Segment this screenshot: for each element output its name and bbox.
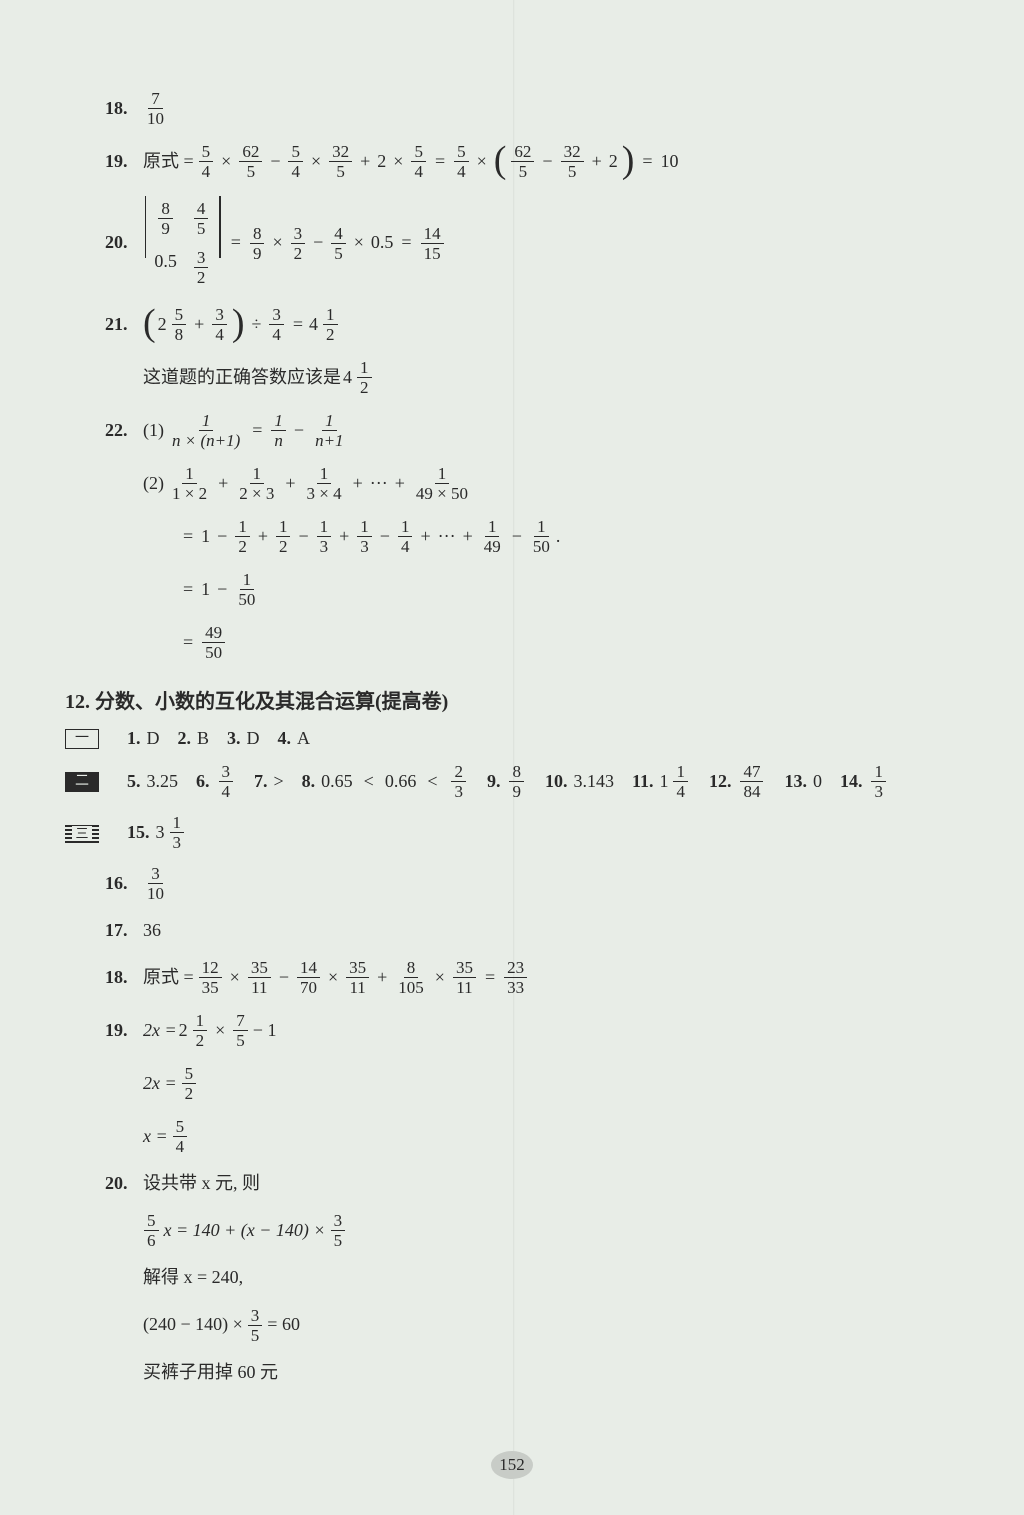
s12-p20-eq: 56 x = 140 + (x − 140) × 35	[105, 1212, 1004, 1249]
s12-p17: 17. 36	[105, 918, 1004, 943]
q18-frac: 7 10	[144, 90, 167, 127]
s12-p19-l2: 2x = 52	[105, 1065, 1004, 1102]
problem-19: 19. 原式 = 54 × 625 − 54 × 325 + 2 × 54 = …	[105, 143, 1004, 180]
s12-p20-solve: 解得 x = 240,	[105, 1265, 1004, 1290]
problem-18: 18. 7 10	[105, 90, 1004, 127]
box-one: 一	[65, 729, 99, 749]
s12-p20-final: 买裤子用掉 60 元	[105, 1360, 1004, 1385]
box-two: 二	[65, 772, 99, 792]
problem-21-note: 这道题的正确答数应该是 4 12	[105, 359, 1004, 396]
problem-22-step2: = 1 − 150	[105, 571, 1004, 608]
problem-22-2: (2) 11 × 2 + 12 × 3 + 13 × 4 +···+ 149 ×…	[105, 465, 1004, 502]
determinant: 89 45 0.5 32	[145, 196, 221, 290]
problem-22-1: 22. (1) 1n × (n+1) = 1n − 1n+1	[105, 412, 1004, 449]
s12-p20: 20. 设共带 x 元, 则	[105, 1171, 1004, 1196]
q19-label: 原式 =	[143, 149, 194, 174]
section-12-row1: 一 1.D 2.B 3.D 4.A	[65, 728, 1004, 749]
s12-p18: 18. 原式 = 1235 × 3511 − 1470 × 3511 + 810…	[105, 959, 1004, 996]
q21-num: 21.	[105, 312, 141, 337]
q19-num: 19.	[105, 149, 141, 174]
page-number: 152	[0, 1451, 1024, 1479]
problem-21: 21. ( 2 58 + 34 ) ÷ 34 = 4 12	[105, 306, 1004, 343]
section-12-row2: 二 5.3.25 6. 34 7.> 8. 0.65< 0.66< 23 9. …	[65, 763, 1004, 800]
box-three: 三	[65, 823, 99, 843]
q20-num: 20.	[105, 230, 141, 255]
problem-22-step1: = 1 − 12 + 12 − 13 + 13 − 14 +···+ 149 −…	[105, 518, 1004, 555]
s12-p16: 16. 310	[105, 865, 1004, 902]
problem-22-final: = 4950	[105, 624, 1004, 661]
section-12-title: 12. 分数、小数的互化及其混合运算(提高卷)	[65, 685, 1004, 714]
q18-num: 18.	[105, 96, 141, 121]
s12-p20-calc: (240 − 140) × 35 = 60	[105, 1307, 1004, 1344]
problem-20: 20. 89 45 0.5 32 = 89 × 32 − 45 × 0.5 = …	[105, 196, 1004, 290]
section-12-row3: 三 15. 3 13	[65, 814, 1004, 851]
page-fold-shadow	[513, 0, 515, 1515]
s12-p19-l1: 19. 2x = 2 12 × 75 − 1	[105, 1012, 1004, 1049]
s12-p19-l3: x = 54	[105, 1118, 1004, 1155]
q22-num: 22.	[105, 418, 141, 443]
